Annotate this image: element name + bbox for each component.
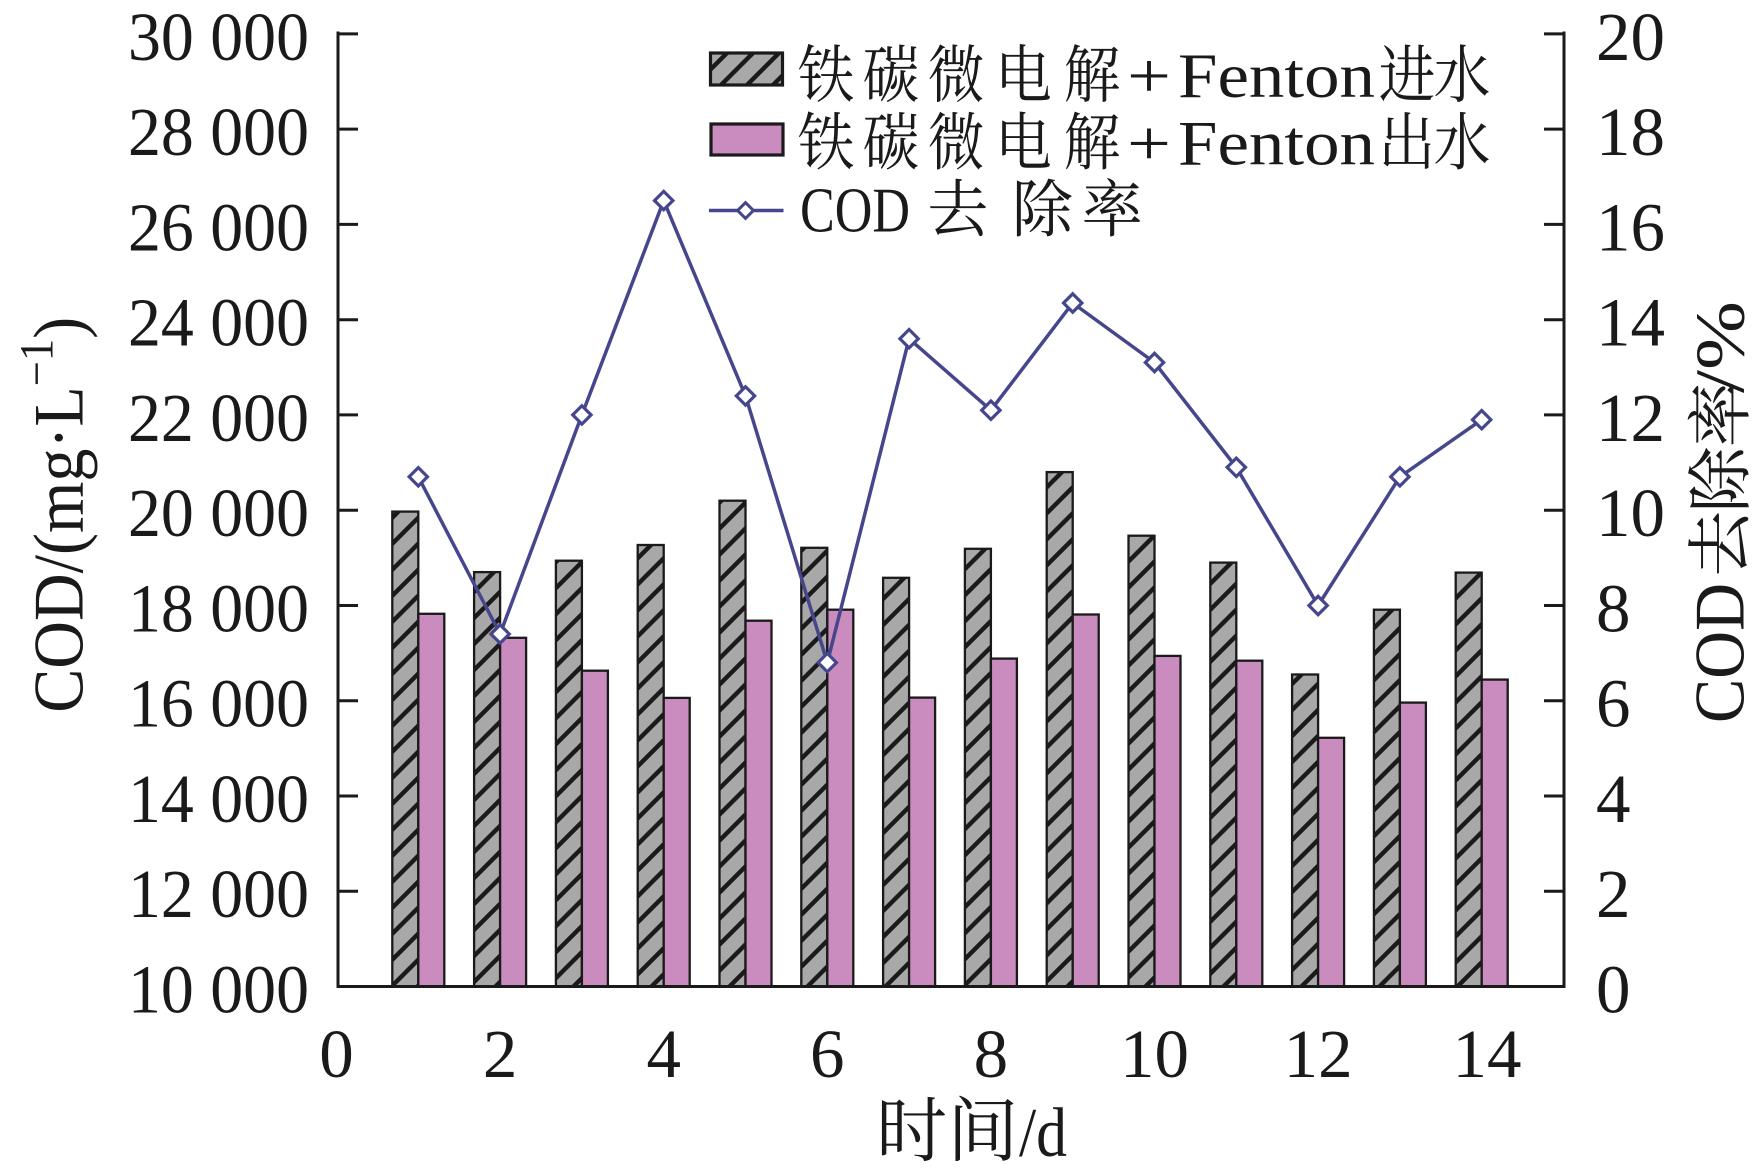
svg-text:12: 12	[1596, 380, 1665, 456]
svg-text:12: 12	[1284, 1016, 1353, 1092]
svg-text:Fenton: Fenton	[1178, 41, 1375, 111]
svg-text:+: +	[1127, 109, 1171, 179]
svg-text:22 000: 22 000	[128, 380, 309, 456]
svg-text:12 000: 12 000	[128, 856, 309, 932]
svg-text:10 000: 10 000	[128, 952, 309, 1028]
svg-text:/%: /%	[1683, 301, 1760, 393]
svg-text:14: 14	[1453, 1016, 1522, 1092]
svg-text:2: 2	[1596, 856, 1631, 932]
svg-text:8: 8	[974, 1016, 1009, 1092]
svg-text:8: 8	[1596, 571, 1631, 647]
svg-text:6: 6	[810, 1016, 845, 1092]
svg-text:6: 6	[1596, 666, 1631, 742]
svg-text:COD: COD	[800, 176, 910, 246]
svg-text:4: 4	[646, 1016, 681, 1092]
svg-text:/d: /d	[1019, 1095, 1067, 1171]
svg-text:28 000: 28 000	[128, 94, 309, 170]
svg-text:18: 18	[1596, 94, 1665, 170]
svg-text:26 000: 26 000	[128, 189, 309, 265]
svg-text:14: 14	[1596, 285, 1665, 361]
svg-text:16 000: 16 000	[128, 666, 309, 742]
svg-text:24 000: 24 000	[128, 285, 309, 361]
svg-text:10: 10	[1596, 475, 1665, 551]
svg-text:14 000: 14 000	[128, 761, 309, 837]
svg-text:COD: COD	[1682, 583, 1760, 723]
svg-text:Fenton: Fenton	[1178, 109, 1375, 179]
svg-text:4: 4	[1596, 761, 1631, 837]
svg-text:16: 16	[1596, 189, 1665, 265]
svg-text:10: 10	[1120, 1016, 1189, 1092]
svg-text:2: 2	[483, 1016, 518, 1092]
svg-text:18 000: 18 000	[128, 571, 309, 647]
svg-text:0: 0	[319, 1016, 354, 1092]
svg-text:0: 0	[1596, 952, 1631, 1028]
svg-text:+: +	[1127, 41, 1171, 111]
svg-text:20 000: 20 000	[128, 475, 309, 551]
svg-text:30 000: 30 000	[128, 0, 309, 75]
svg-text:20: 20	[1596, 0, 1665, 75]
